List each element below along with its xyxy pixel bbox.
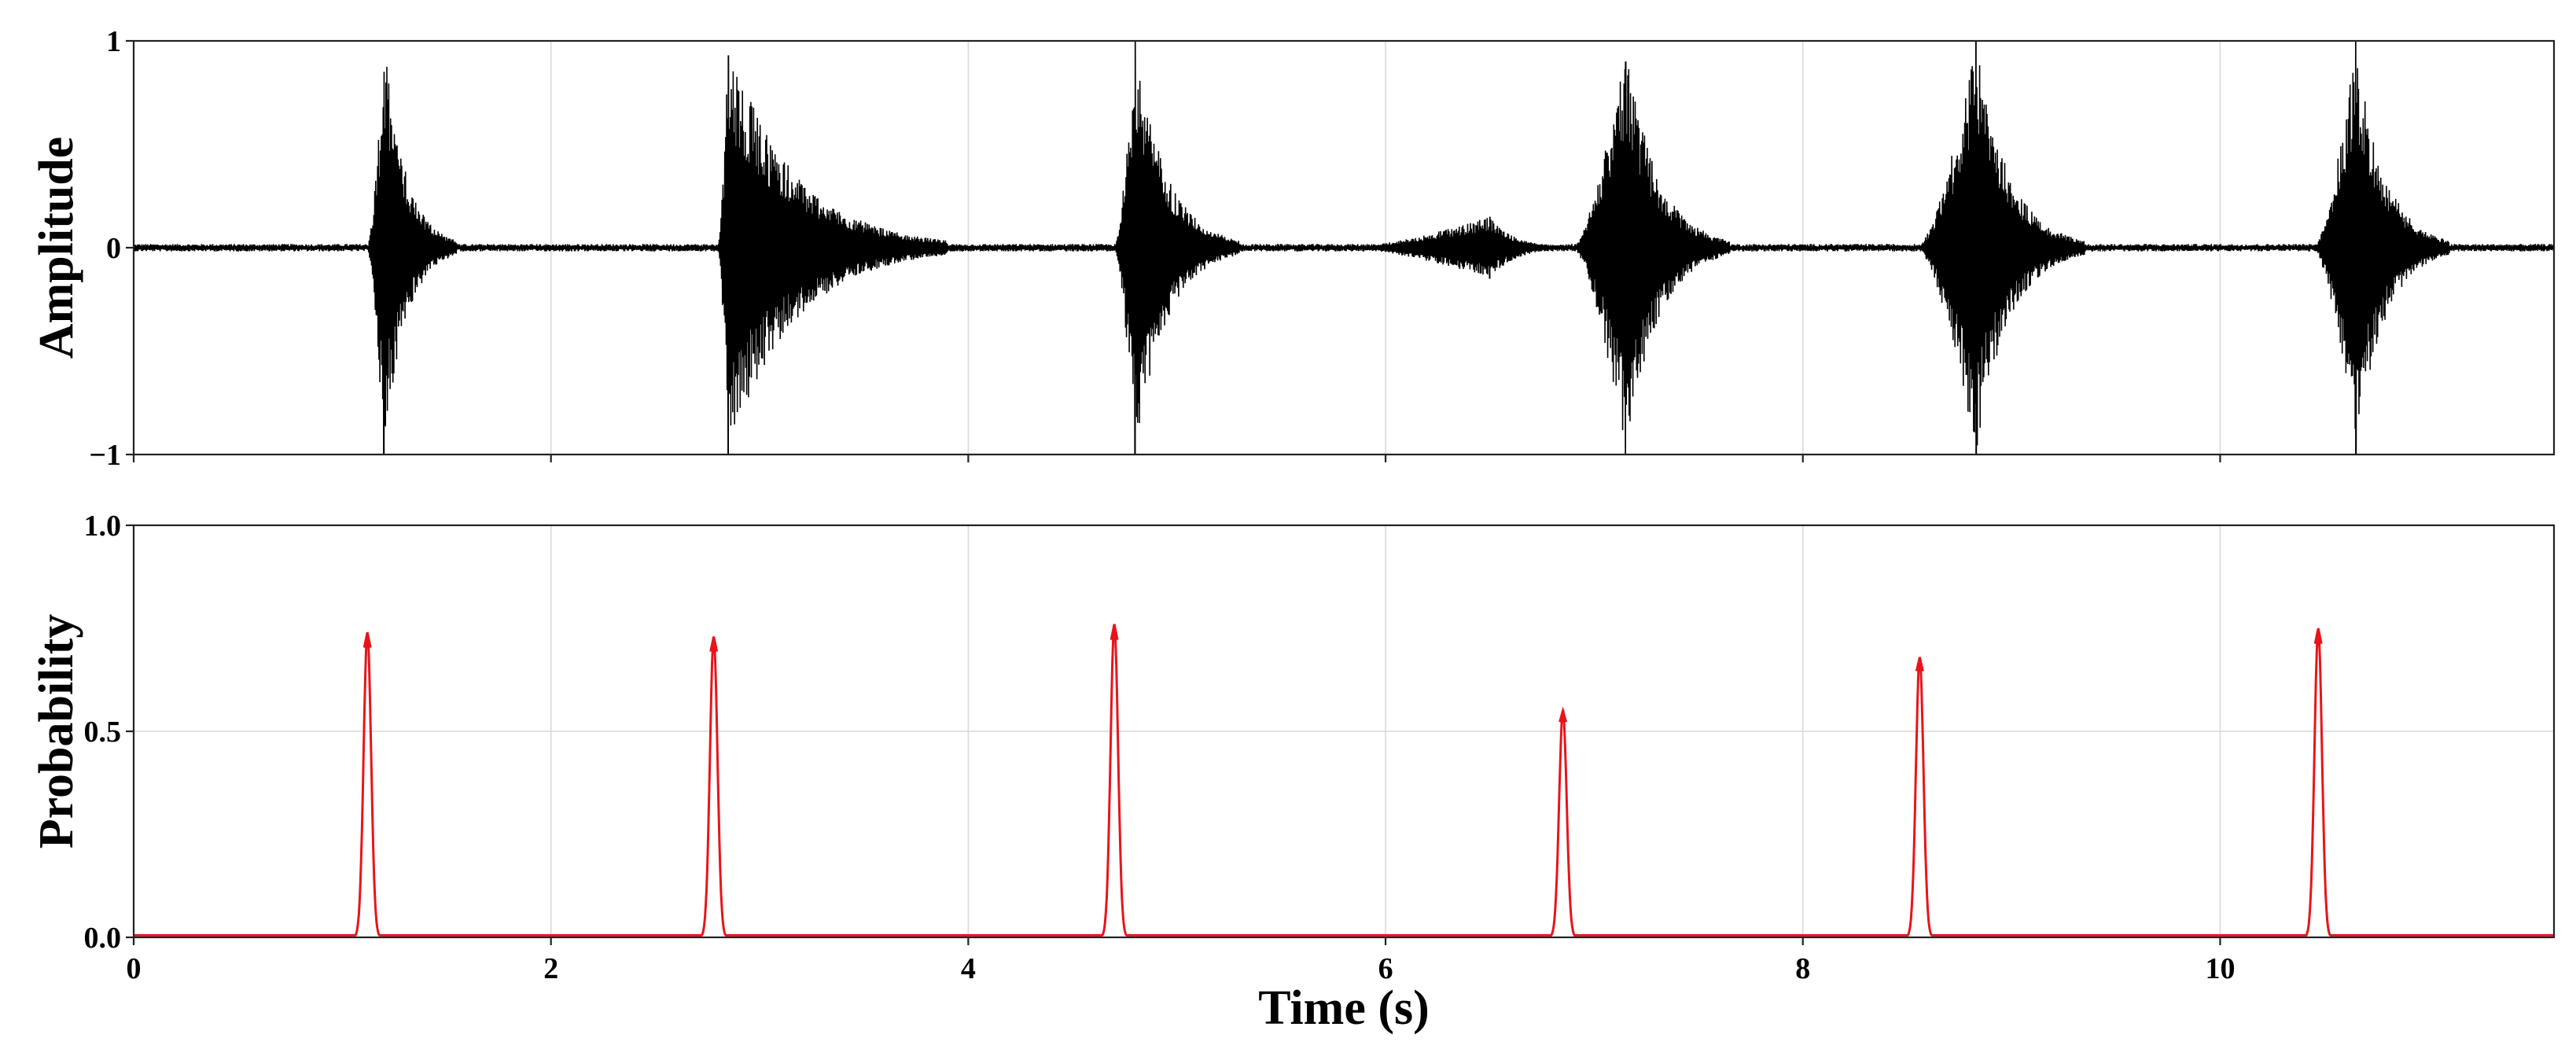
waveform-panel: −1 0 1 Amplitude (30, 25, 2556, 472)
waveform-trace (133, 40, 2555, 455)
y-tick-label: 1 (106, 25, 121, 58)
y-tick-label: 0.5 (84, 716, 122, 749)
x-tick-label: 2 (543, 952, 558, 985)
y-tick-label: 0.0 (84, 922, 122, 955)
probability-trace (134, 624, 2554, 937)
waveform-ytick-labels: −1 0 1 (89, 25, 121, 472)
probability-grid (134, 525, 2554, 937)
x-axis-label: Time (s) (1258, 981, 1430, 1035)
x-tick-label: 10 (2205, 952, 2235, 985)
probability-ticks (126, 524, 2221, 945)
x-tick-label: 8 (1795, 952, 1810, 985)
y-tick-label: 1.0 (84, 510, 122, 543)
waveform-ticks (126, 39, 2221, 462)
x-tick-label: 4 (961, 952, 976, 985)
y-tick-label: −1 (89, 439, 121, 472)
probability-y-axis-label: Probability (30, 614, 83, 849)
probability-panel: 0.0 0.5 1.0 0 2 4 6 8 10 Probability Time (s) (30, 510, 2556, 1035)
waveform-y-axis-label: Amplitude (30, 137, 83, 359)
x-tick-label: 6 (1378, 952, 1393, 985)
x-tick-label: 0 (127, 952, 142, 985)
y-tick-label: 0 (106, 232, 121, 265)
probability-ytick-labels: 0.0 0.5 1.0 (84, 510, 122, 955)
probability-xtick-labels: 0 2 4 6 8 10 (127, 952, 2236, 985)
